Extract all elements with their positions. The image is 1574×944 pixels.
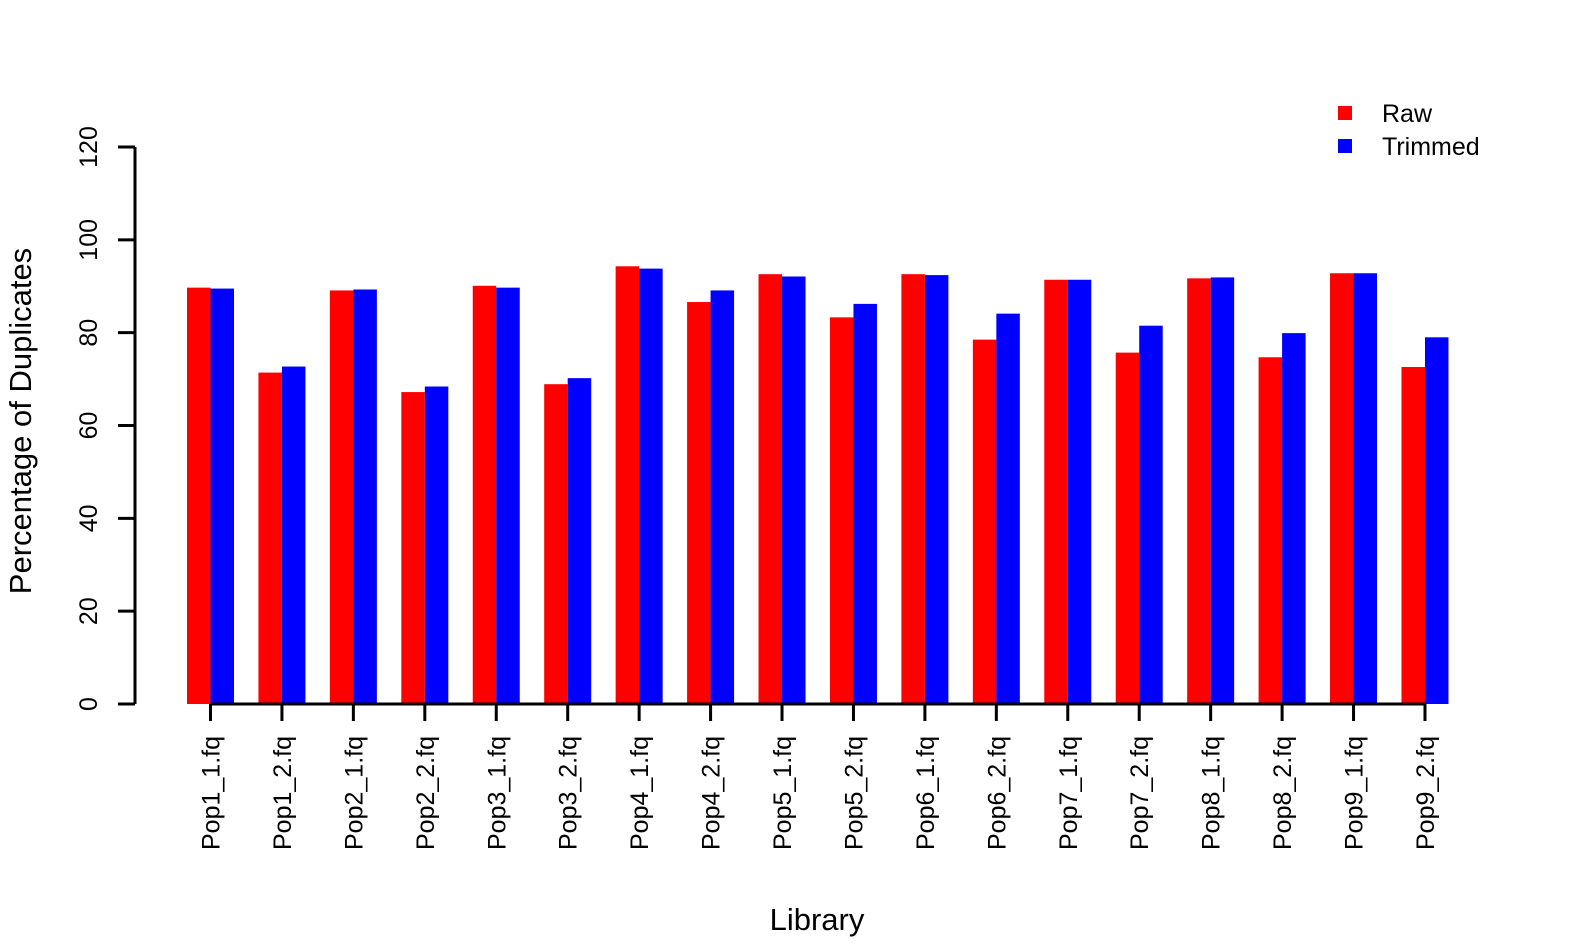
bar-trimmed-pop6-2-fq (996, 313, 1020, 704)
bar-trimmed-pop9-1-fq (1353, 273, 1378, 704)
bar-raw-pop1-2-fq (258, 372, 282, 704)
bar-raw-pop9-1-fq (1330, 273, 1354, 704)
x-category-label: Pop7_1.fq (1055, 736, 1083, 850)
bar-raw-pop2-1-fq (329, 290, 354, 704)
y-tick-label: 60 (75, 412, 103, 440)
bar-trimmed-pop2-1-fq (353, 289, 377, 704)
bar-raw-pop1-1-fq (187, 287, 211, 704)
x-category-label: Pop8_1.fq (1198, 736, 1226, 850)
legend-swatch-trimmed (1338, 139, 1352, 153)
x-category-label: Pop6_2.fq (983, 736, 1011, 850)
bar-raw-pop7-1-fq (1044, 279, 1068, 704)
x-category-label: Pop6_1.fq (912, 736, 940, 850)
bar-trimmed-pop1-1-fq (210, 288, 234, 704)
bar-raw-pop8-1-fq (1187, 278, 1211, 704)
x-category-label: Pop9_2.fq (1412, 736, 1440, 850)
bar-trimmed-pop5-1-fq (782, 276, 806, 704)
bar-raw-pop6-2-fq (972, 339, 997, 704)
y-tick-label: 40 (75, 504, 103, 532)
x-category-label: Pop1_1.fq (198, 736, 226, 850)
y-axis-ticks: 0 20 40 60 80 100 120 (75, 126, 135, 711)
bar-trimmed-pop6-1-fq (924, 275, 949, 704)
bar-trimmed-pop2-2-fq (424, 386, 449, 704)
x-category-label: Pop9_1.fq (1341, 736, 1369, 850)
bar-trimmed-pop8-2-fq (1282, 333, 1306, 704)
legend-label-raw: Raw (1382, 100, 1433, 128)
bar-trimmed-pop4-2-fq (710, 290, 735, 704)
y-tick-label: 80 (75, 319, 103, 347)
x-category-label: Pop7_2.fq (1126, 736, 1154, 850)
bar-trimmed-pop3-1-fq (496, 287, 520, 704)
bar-raw-pop2-2-fq (401, 392, 425, 704)
legend-swatch-raw (1338, 106, 1352, 120)
bar-raw-pop9-2-fq (1401, 367, 1425, 704)
x-axis-ticks: Pop1_1.fq Pop1_2.fq Pop2_1.fq Pop2_2.fq Pop3… (198, 704, 1440, 850)
x-category-label: Pop2_2.fq (412, 736, 440, 850)
x-category-label: Pop3_1.fq (483, 736, 511, 850)
x-axis-title: Library (770, 902, 865, 937)
y-tick-label: 120 (75, 126, 103, 168)
bar-trimmed-pop7-1-fq (1067, 279, 1092, 704)
x-category-label: Pop8_2.fq (1269, 736, 1297, 850)
bar-raw-pop3-1-fq (472, 285, 497, 704)
x-category-label: Pop5_1.fq (769, 736, 797, 850)
bar-raw-pop5-1-fq (758, 274, 783, 704)
x-category-label: Pop5_2.fq (840, 736, 868, 850)
legend: Raw Trimmed (1338, 100, 1480, 161)
bar-trimmed-pop5-2-fq (853, 303, 877, 704)
bar-trimmed-pop1-2-fq (281, 366, 306, 704)
bar-raw-pop4-2-fq (687, 302, 711, 704)
bars-layer (187, 266, 1449, 704)
bar-trimmed-pop9-2-fq (1424, 337, 1449, 704)
bar-trimmed-pop3-2-fq (567, 378, 592, 704)
x-category-label: Pop1_2.fq (269, 736, 297, 850)
x-category-label: Pop4_1.fq (626, 736, 654, 850)
y-axis-title: Percentage of Duplicates (3, 248, 38, 594)
bar-trimmed-pop8-1-fq (1210, 277, 1235, 704)
x-category-label: Pop3_2.fq (555, 736, 583, 850)
y-tick-label: 100 (75, 219, 103, 261)
bar-raw-pop6-1-fq (901, 274, 925, 704)
bar-raw-pop5-2-fq (829, 317, 854, 704)
bar-raw-pop4-1-fq (615, 266, 640, 704)
bar-raw-pop7-2-fq (1115, 352, 1140, 704)
x-category-label: Pop2_1.fq (340, 736, 368, 850)
x-category-label: Pop4_2.fq (698, 736, 726, 850)
bar-trimmed-pop7-2-fq (1139, 325, 1163, 704)
bar-trimmed-pop4-1-fq (639, 268, 663, 704)
y-tick-label: 20 (75, 597, 103, 625)
bar-raw-pop3-2-fq (544, 384, 568, 704)
legend-label-trimmed: Trimmed (1382, 133, 1480, 161)
y-tick-label: 0 (75, 697, 103, 711)
bar-raw-pop8-2-fq (1258, 357, 1283, 704)
